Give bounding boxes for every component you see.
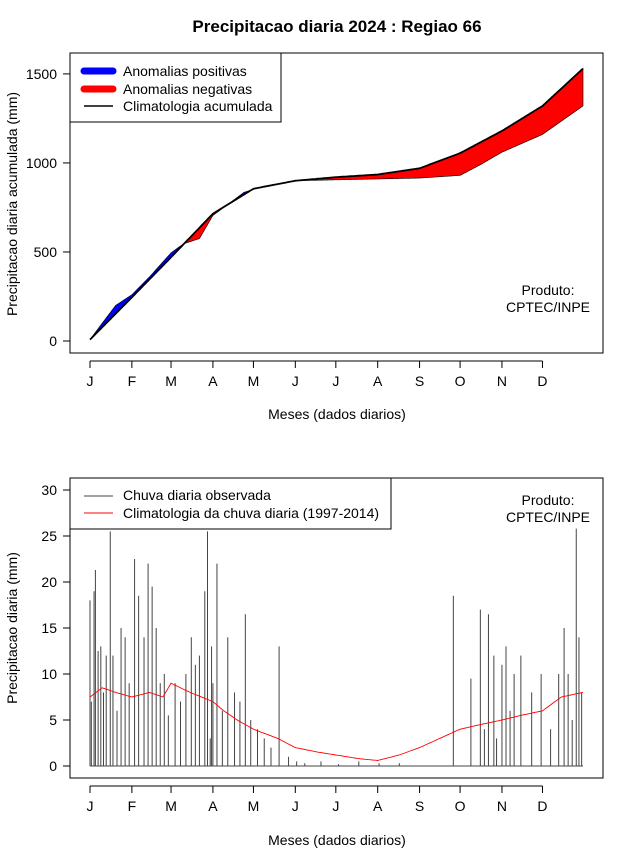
- y-tick-label: 0: [49, 758, 57, 774]
- x-tick-label: D: [537, 373, 547, 389]
- y-tick-label: 1000: [26, 155, 57, 171]
- x-tick-label: D: [537, 798, 547, 814]
- product-source: CPTEC/INPE: [506, 509, 590, 525]
- x-tick-label: N: [497, 798, 507, 814]
- legend-label: Climatologia acumulada: [123, 98, 273, 114]
- x-tick-label: S: [415, 373, 424, 389]
- y-tick-label: 500: [34, 244, 58, 260]
- x-tick-label: A: [208, 373, 218, 389]
- legend-box: [69, 477, 392, 530]
- y-tick-label: 10: [41, 666, 57, 682]
- x-tick-label: J: [292, 373, 299, 389]
- product-label: Produto:: [522, 282, 575, 298]
- daily-panel: 0 5 10 15 20 25 30 J F M A M J J A S O N D Precipitacao d…: [4, 477, 604, 848]
- x-axis-label: Meses (dados diarios): [268, 406, 406, 422]
- y-axis-label: Precipitacao diaria (mm): [4, 552, 20, 704]
- legend-label: Climatologia da chuva diaria (1997-2014): [123, 505, 379, 521]
- legend: Chuva diaria observada Climatologia da c…: [69, 477, 392, 530]
- y-tick-label: 15: [41, 620, 57, 636]
- x-tick-label: S: [415, 798, 424, 814]
- chart-title: Precipitacao diaria 2024 : Regiao 66: [192, 17, 481, 36]
- x-tick-label: J: [87, 373, 94, 389]
- legend-label: Anomalias positivas: [123, 63, 247, 79]
- y-tick-label: 25: [41, 528, 57, 544]
- x-tick-label: F: [128, 373, 137, 389]
- x-tick-label: O: [455, 798, 466, 814]
- y-tick-label: 1500: [26, 66, 57, 82]
- product-source: CPTEC/INPE: [506, 299, 590, 315]
- plot-frame: [69, 52, 604, 354]
- y-tick-label: 20: [41, 574, 57, 590]
- y-axis: 0 500 1000 1500: [26, 66, 70, 349]
- x-tick-label: J: [87, 798, 94, 814]
- legend-label: Anomalias negativas: [123, 81, 252, 97]
- x-tick-label: N: [497, 373, 507, 389]
- product-label: Produto:: [522, 492, 575, 508]
- y-axis: 0 5 10 15 20 25 30: [41, 482, 70, 774]
- x-axis-label: Meses (dados diarios): [268, 832, 406, 848]
- legend-label: Chuva diaria observada: [123, 487, 271, 503]
- x-tick-label: A: [373, 798, 383, 814]
- x-tick-label: O: [455, 373, 466, 389]
- x-tick-label: M: [165, 798, 177, 814]
- x-tick-label: M: [165, 373, 177, 389]
- x-tick-label: J: [292, 798, 299, 814]
- cumulative-panel: 0 500 1000 1500 J F M A M J J A S O N D Precipitacao d…: [4, 52, 604, 422]
- y-tick-label: 5: [49, 712, 57, 728]
- legend: Anomalias positivas Anomalias negativas …: [69, 52, 282, 123]
- climatology-daily-line: [89, 682, 584, 761]
- x-tick-label: M: [248, 798, 260, 814]
- x-tick-label: J: [332, 798, 339, 814]
- x-tick-label: A: [373, 373, 383, 389]
- x-tick-label: F: [128, 798, 137, 814]
- observed-bars: [89, 528, 583, 767]
- x-tick-label: M: [248, 373, 260, 389]
- climatology-cumulative-line: [89, 67, 584, 341]
- y-axis-label: Precipitacao diaria acumulada (mm): [4, 92, 20, 316]
- x-tick-label: A: [208, 798, 218, 814]
- x-tick-label: J: [332, 373, 339, 389]
- y-tick-label: 30: [41, 482, 57, 498]
- y-tick-label: 0: [49, 333, 57, 349]
- negative-anomaly-area: [295, 67, 584, 182]
